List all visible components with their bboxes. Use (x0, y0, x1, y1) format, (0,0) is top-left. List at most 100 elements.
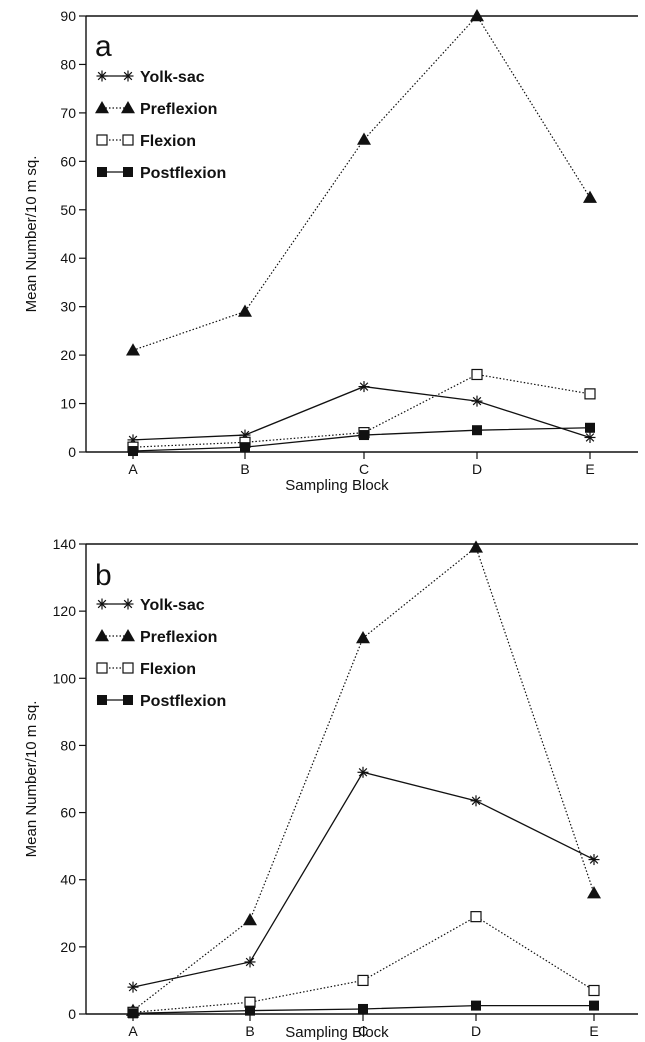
series-postflexion (128, 422, 595, 457)
y-tick-label: 30 (60, 299, 76, 315)
data-point (471, 368, 483, 381)
legend-marker (122, 598, 134, 610)
y-tick-label: 70 (60, 105, 76, 121)
data-point (358, 381, 370, 393)
y-tick-label: 10 (60, 396, 76, 412)
series-line (132, 15, 591, 351)
data-point (470, 795, 482, 807)
series-preflexion (126, 9, 597, 356)
y-tick-label: 80 (60, 56, 76, 72)
x-tick-label: C (359, 461, 369, 477)
y-tick-label: 140 (53, 536, 77, 552)
data-point (357, 132, 371, 145)
data-point (584, 388, 596, 400)
legend-label: Yolk-sac (140, 69, 205, 86)
x-axis-title: Sampling Block (285, 1024, 389, 1041)
y-tick-label: 50 (60, 202, 76, 218)
legend-marker (96, 70, 108, 82)
data-point (470, 9, 484, 22)
legend-item: Yolk-sac (96, 597, 205, 614)
y-axis-title: Mean Number/10 m sq. (23, 701, 40, 858)
legend: Yolk-sac Preflexion Flexion Postflexion (95, 69, 226, 182)
x-tick-label: D (472, 461, 482, 477)
panel-letter: a (95, 30, 112, 63)
legend-item: Preflexion (95, 629, 217, 646)
data-point (469, 540, 483, 553)
data-point (359, 430, 369, 441)
y-tick-label: 40 (60, 872, 76, 888)
legend-marker (96, 598, 108, 610)
legend-marker (123, 695, 133, 705)
data-point (585, 422, 595, 433)
x-tick-label: A (128, 461, 138, 477)
x-tick-label: E (589, 1023, 598, 1039)
legend-label: Flexion (140, 133, 196, 150)
data-point (472, 425, 482, 436)
x-tick-label: A (128, 1023, 138, 1039)
x-tick-label: D (471, 1023, 481, 1039)
data-point (357, 766, 369, 778)
data-point (471, 395, 483, 407)
x-tick-label: B (245, 1023, 254, 1039)
legend-item: Flexion (96, 661, 196, 678)
panel-letter: b (95, 559, 112, 592)
y-tick-label: 40 (60, 250, 76, 266)
y-tick-label: 20 (60, 939, 76, 955)
data-point (128, 446, 138, 457)
y-tick-label: 80 (60, 737, 76, 753)
data-point (126, 343, 140, 356)
legend-marker (121, 101, 135, 114)
series-flexion (127, 911, 600, 1018)
legend-label: Postflexion (140, 693, 226, 710)
data-point (588, 854, 600, 866)
chart-panel-a: 0 10 20 30 40 50 60 70 80 90 A B C D E Sampling Block Me… (23, 8, 638, 494)
legend-item: Yolk-sac (96, 69, 205, 86)
legend-marker (121, 629, 135, 642)
legend-marker (122, 70, 134, 82)
y-tick-label: 0 (68, 1006, 76, 1022)
legend-marker (96, 662, 108, 674)
data-point (470, 911, 482, 923)
series-line (132, 546, 595, 1012)
legend-marker (95, 101, 109, 114)
data-point (127, 981, 139, 993)
data-point (128, 1008, 138, 1019)
data-point (238, 304, 252, 317)
y-tick-label: 120 (53, 603, 77, 619)
legend-marker (95, 629, 109, 642)
legend-label: Preflexion (140, 629, 217, 646)
x-tick-label: C (358, 1023, 368, 1039)
legend-item: Postflexion (97, 693, 226, 710)
y-axis-title: Mean Number/10 m sq. (23, 156, 40, 313)
y-tick-label: 90 (60, 8, 76, 24)
data-point (243, 913, 257, 926)
x-axis-title: Sampling Block (285, 477, 389, 494)
legend-label: Flexion (140, 661, 196, 678)
data-point (356, 631, 370, 644)
x-tick-label: E (585, 461, 594, 477)
series-postflexion (128, 1000, 599, 1019)
legend-item: Postflexion (97, 165, 226, 182)
data-point (244, 956, 256, 968)
y-tick-label: 20 (60, 347, 76, 363)
legend-marker (96, 134, 108, 146)
legend-marker (97, 695, 107, 705)
legend-item: Flexion (96, 133, 196, 150)
legend-marker (97, 167, 107, 177)
y-tick-label: 60 (60, 153, 76, 169)
legend-marker (122, 134, 134, 146)
legend-label: Yolk-sac (140, 597, 205, 614)
data-point (245, 1005, 255, 1016)
data-point (240, 442, 250, 453)
data-point (584, 431, 596, 443)
series-line (132, 771, 595, 988)
data-point (589, 1000, 599, 1011)
legend-label: Postflexion (140, 165, 226, 182)
legend-item: Preflexion (95, 101, 217, 118)
legend-marker (122, 662, 134, 674)
legend-marker (123, 167, 133, 177)
y-tick-label: 60 (60, 805, 76, 821)
y-tick-label: 0 (68, 444, 76, 460)
data-point (588, 984, 600, 997)
